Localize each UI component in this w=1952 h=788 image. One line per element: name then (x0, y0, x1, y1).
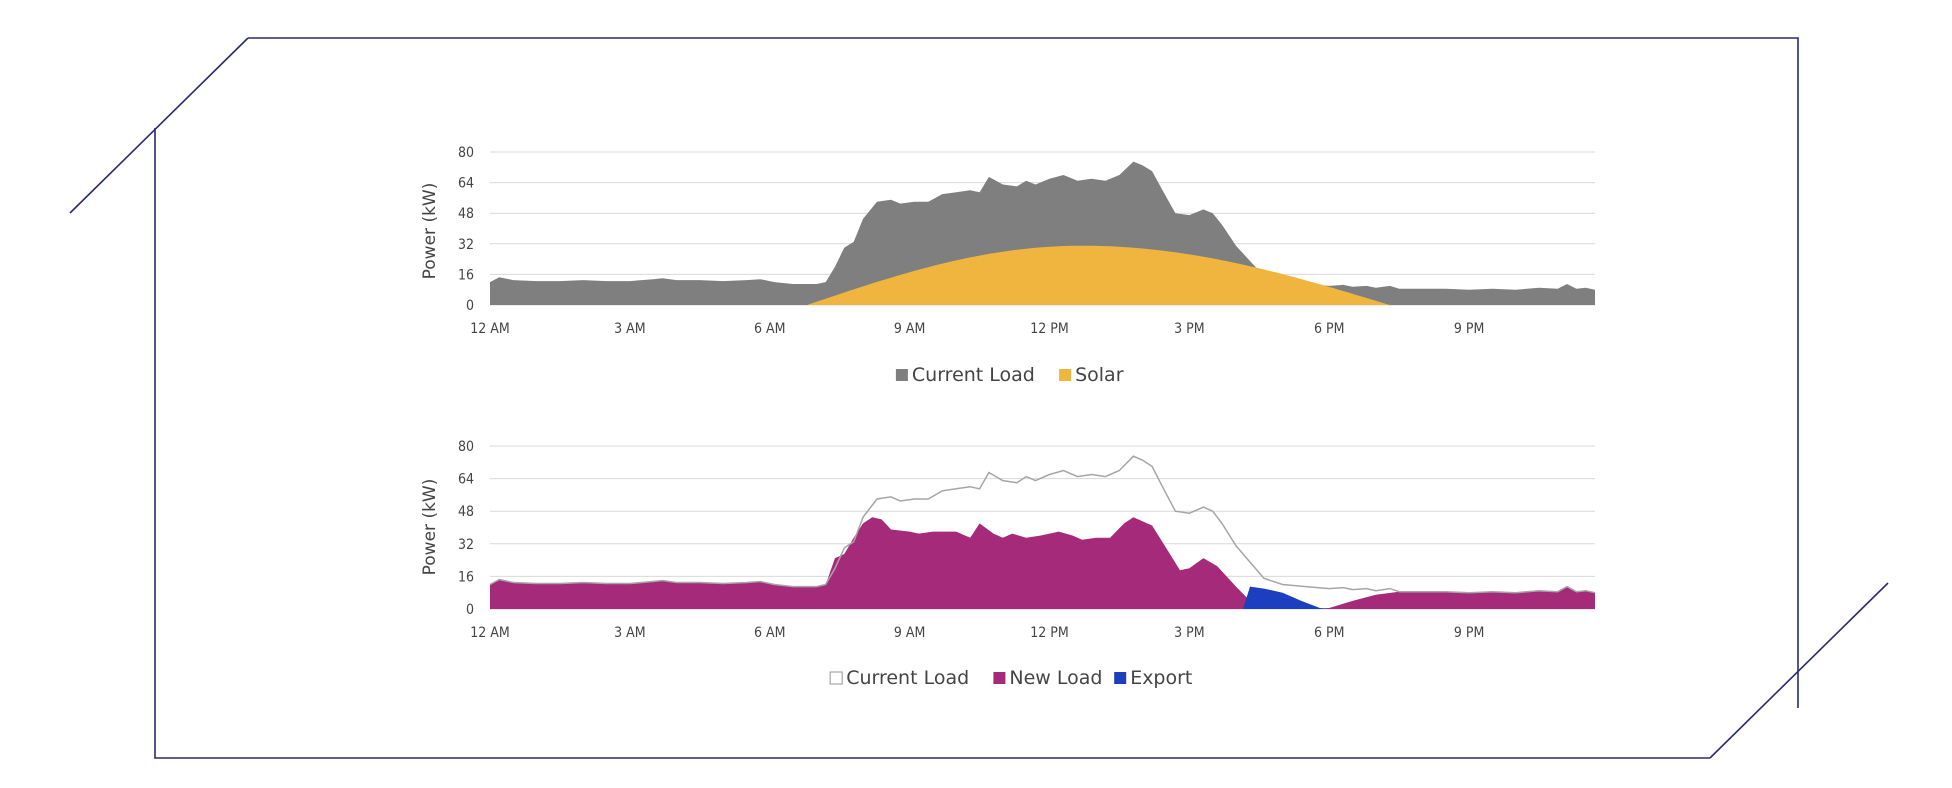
x-axis-ticks: 12 AM 3 AM 6 AM 9 AM 12 PM 3 PM 6 PM 9 PM (470, 625, 1484, 641)
y-tick-label: 48 (458, 504, 474, 520)
series-areas (490, 161, 1595, 305)
y-tick-label: 16 (458, 267, 474, 283)
x-tick-label: 12 PM (1030, 625, 1069, 641)
x-tick-label: 6 PM (1314, 321, 1344, 337)
legend-swatch (1114, 672, 1127, 684)
x-tick-label: 9 PM (1454, 625, 1484, 641)
x-tick-label: 6 AM (754, 625, 786, 641)
y-tick-label: 80 (458, 439, 474, 455)
legend-label: Current Load (846, 667, 969, 689)
legend-swatch (829, 671, 843, 685)
legend-item-export: Export (1114, 667, 1192, 689)
export-series (1243, 586, 1330, 609)
solar-series (807, 245, 1390, 305)
x-tick-label: 3 PM (1174, 625, 1204, 641)
legend-label: New Load (1009, 667, 1102, 689)
x-tick-label: 6 AM (754, 321, 786, 337)
x-tick-label: 3 PM (1174, 321, 1204, 337)
new-series (490, 517, 1595, 609)
x-tick-label: 9 AM (894, 321, 926, 337)
x-tick-label: 12 AM (470, 321, 510, 337)
legend-item-new: New Load (993, 667, 1102, 689)
y-tick-label: 64 (458, 472, 474, 488)
y-axis-ticks: 0 16 32 48 64 80 (458, 439, 474, 618)
current-series (489, 455, 1596, 594)
y-tick-label: 48 (458, 206, 474, 222)
frame-outline-bottom (154, 128, 1710, 759)
legend-label: Export (1130, 667, 1192, 689)
series-areas (489, 455, 1596, 609)
legend-swatch (895, 369, 908, 381)
y-tick-label: 32 (458, 537, 474, 553)
load-vs-solar-chart: 0 16 32 48 64 80 12 AM 3 AM 6 AM 9 AM 12 PM 3 PM 6 … (420, 145, 1595, 386)
x-tick-label: 9 PM (1454, 321, 1484, 337)
legend-swatch (993, 672, 1006, 684)
legend-item-current: Current Load (895, 364, 1035, 386)
frame-diagonal-bottom (1709, 582, 1889, 759)
load-with-export-chart: 0 16 32 48 64 80 12 AM 3 AM 6 AM 9 AM 12 PM 3 PM 6 … (420, 439, 1596, 689)
x-tick-label: 9 AM (894, 625, 926, 641)
x-tick-label: 3 AM (614, 625, 646, 641)
legend-swatch (1059, 369, 1072, 381)
y-tick-label: 16 (458, 569, 474, 585)
legend-label: Solar (1075, 364, 1124, 386)
x-tick-label: 3 AM (614, 321, 646, 337)
legend: Current Load New Load Export (829, 667, 1192, 689)
frame-diagonal-top (69, 37, 249, 214)
y-axis-label: Power (kW) (420, 183, 440, 280)
x-tick-label: 12 AM (470, 625, 510, 641)
frame-outline (248, 37, 1799, 708)
x-tick-label: 6 PM (1314, 625, 1344, 641)
legend-item-solar: Solar (1059, 364, 1124, 386)
decorative-frame (69, 37, 1889, 759)
y-tick-label: 0 (466, 298, 474, 314)
x-tick-label: 12 PM (1030, 321, 1069, 337)
x-axis-ticks: 12 AM 3 AM 6 AM 9 AM 12 PM 3 PM 6 PM 9 PM (470, 321, 1484, 337)
legend-item-current: Current Load (829, 667, 969, 689)
legend: Current Load Solar (895, 364, 1124, 386)
y-tick-label: 64 (458, 176, 474, 192)
y-tick-label: 32 (458, 237, 474, 253)
y-tick-label: 80 (458, 145, 474, 161)
y-axis-ticks: 0 16 32 48 64 80 (458, 145, 474, 314)
current-series (490, 161, 1595, 305)
legend-label: Current Load (912, 364, 1035, 386)
y-tick-label: 0 (466, 602, 474, 618)
y-axis-label: Power (kW) (420, 479, 440, 576)
